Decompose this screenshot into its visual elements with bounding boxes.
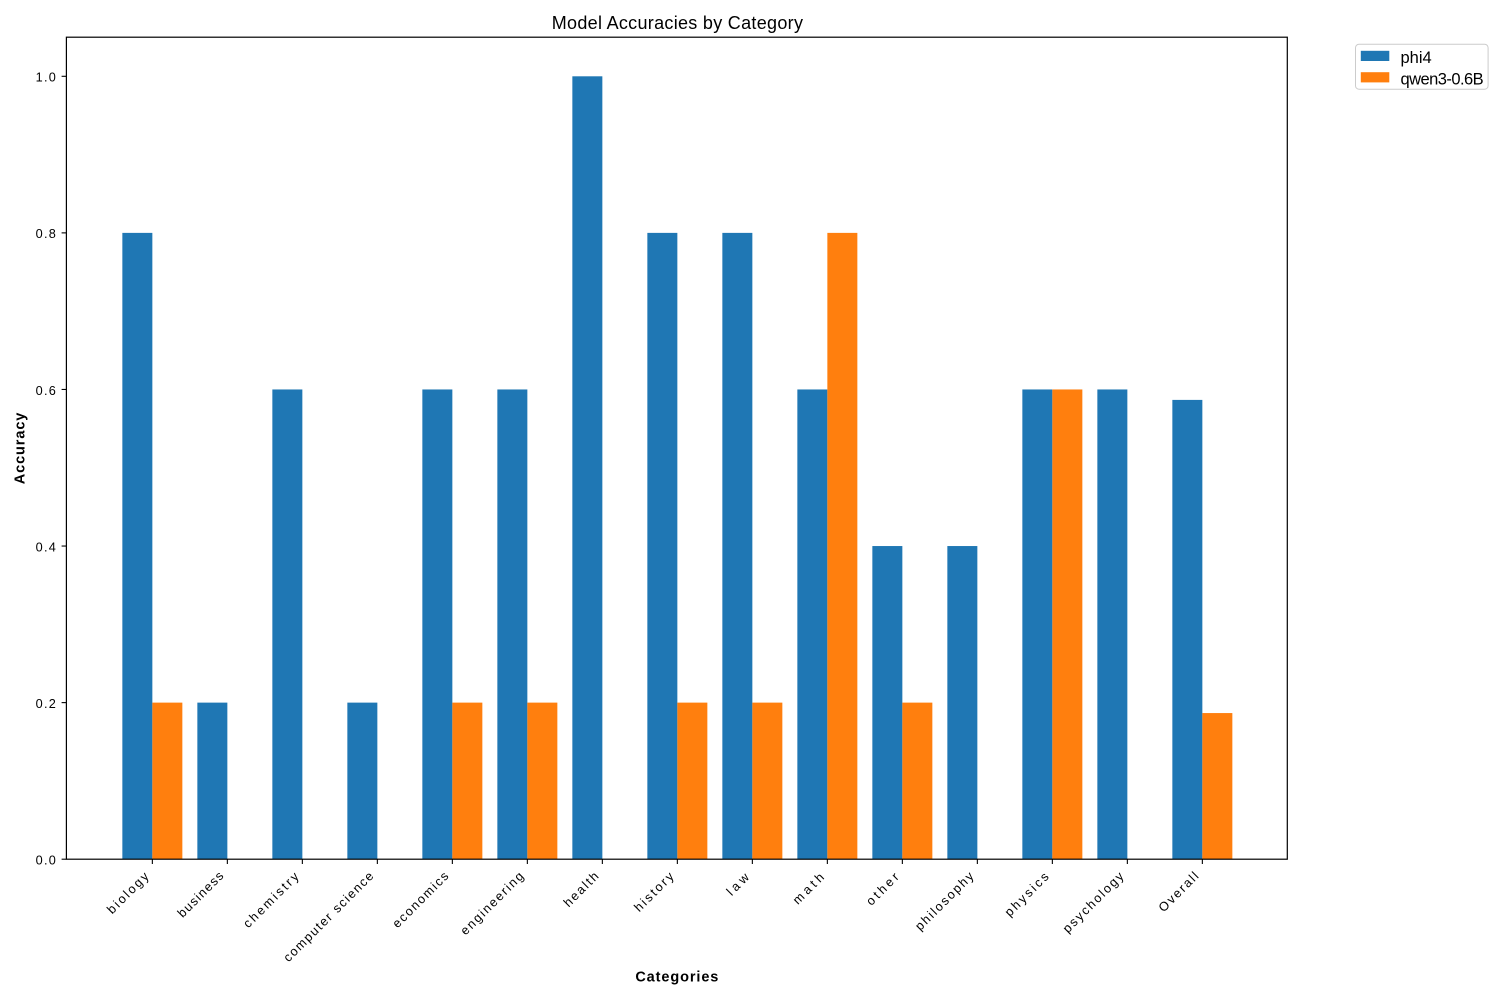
svg-text:engineering: engineering: [458, 868, 528, 938]
svg-text:philosophy: philosophy: [912, 868, 977, 933]
svg-text:0.8: 0.8: [36, 227, 57, 241]
svg-text:Accuracy: Accuracy: [13, 412, 29, 485]
svg-text:0.4: 0.4: [36, 540, 57, 554]
svg-text:0.2: 0.2: [36, 697, 57, 711]
svg-text:Overall: Overall: [1156, 868, 1203, 915]
svg-text:1.0: 1.0: [36, 71, 57, 85]
svg-text:physics: physics: [1002, 868, 1053, 919]
svg-text:chemistry: chemistry: [241, 868, 304, 931]
svg-text:other: other: [863, 868, 903, 908]
svg-text:psychology: psychology: [1060, 868, 1128, 936]
svg-text:business: business: [175, 868, 227, 920]
svg-text:history: history: [631, 868, 678, 915]
svg-text:0.6: 0.6: [36, 384, 57, 398]
svg-text:biology: biology: [104, 868, 153, 917]
svg-text:qwen3-0.6B: qwen3-0.6B: [1401, 70, 1484, 88]
svg-text:economics: economics: [390, 868, 453, 931]
svg-text:law: law: [724, 868, 754, 898]
svg-text:Model Accuracies by Category: Model Accuracies by Category: [552, 13, 804, 33]
svg-text:math: math: [790, 868, 829, 907]
svg-text:health: health: [561, 868, 603, 910]
svg-text:phi4: phi4: [1401, 49, 1432, 67]
svg-text:0.0: 0.0: [36, 854, 57, 868]
svg-text:Categories: Categories: [635, 970, 719, 986]
